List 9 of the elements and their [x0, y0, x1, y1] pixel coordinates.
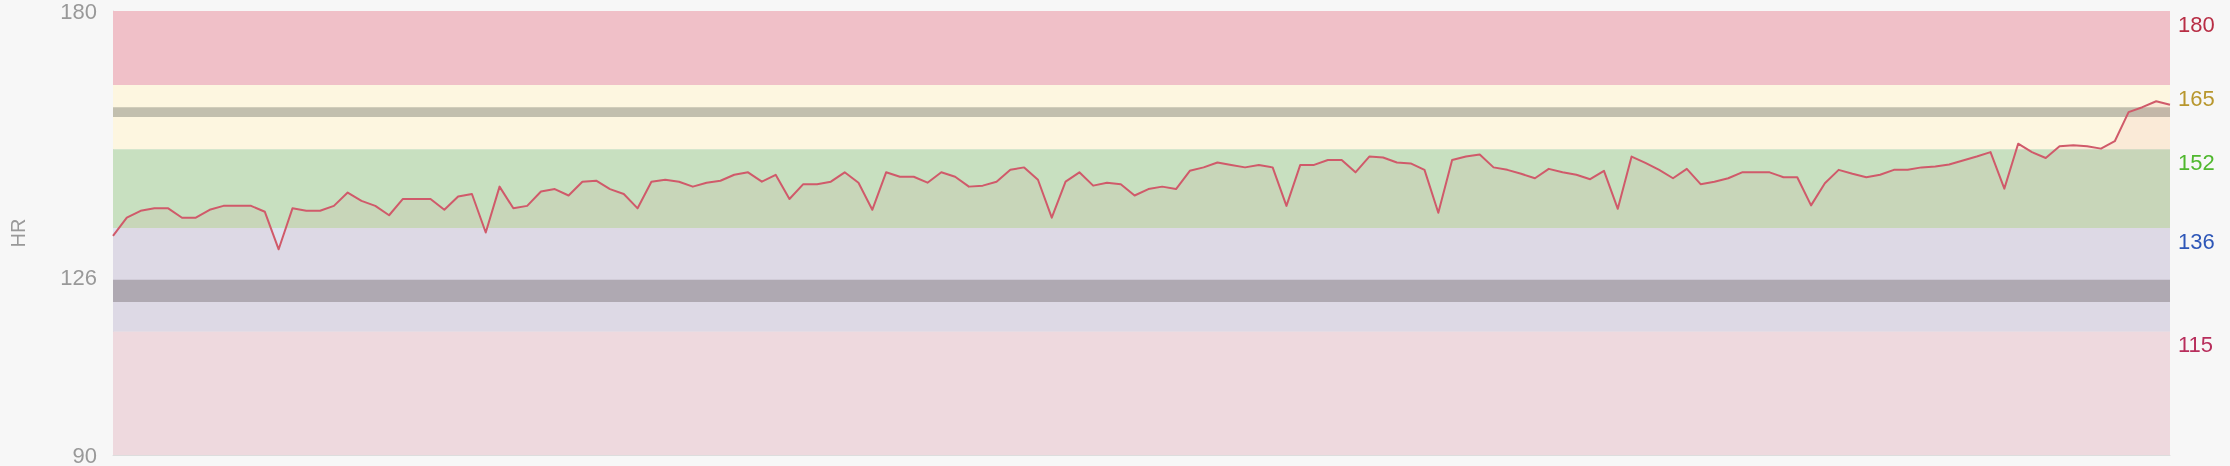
band-label: 152: [2178, 149, 2215, 175]
y-tick-label: 90: [72, 442, 97, 466]
band-label: 115: [2178, 332, 2214, 358]
y-tick-label: 126: [60, 264, 97, 290]
band-label: 180: [2178, 11, 2215, 37]
band-label: 136: [2178, 228, 2215, 254]
band-label: 165: [2178, 85, 2215, 111]
y-tick-label: 180: [60, 0, 97, 24]
y-axis-title: HR: [7, 218, 29, 248]
